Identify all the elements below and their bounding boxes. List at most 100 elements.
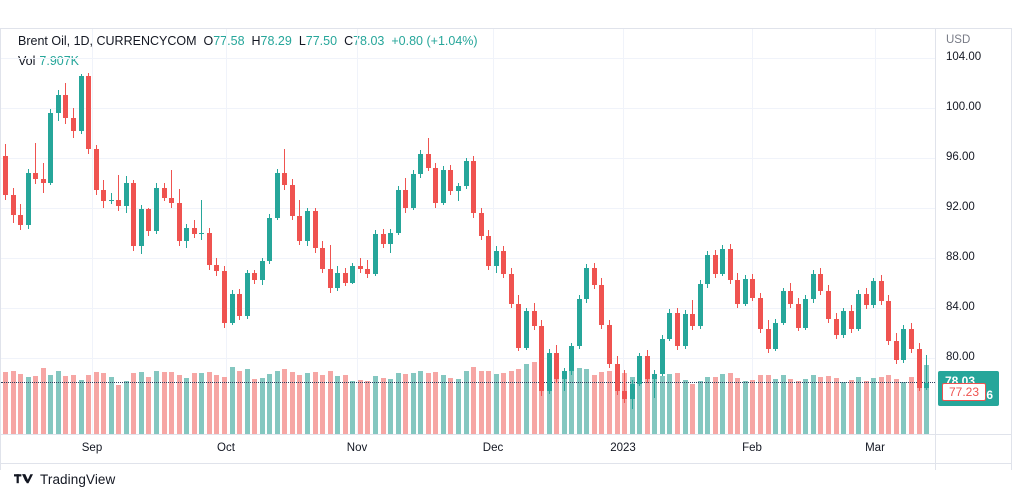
time-scale[interactable]: Sep Oct Nov Dec 2023 Feb Mar bbox=[0, 435, 935, 463]
candle-body bbox=[901, 328, 907, 360]
candle-body bbox=[440, 170, 446, 203]
candle-body bbox=[116, 200, 122, 207]
volume-bar bbox=[169, 371, 175, 434]
volume-bar bbox=[274, 370, 280, 434]
volume-bar bbox=[282, 368, 288, 434]
volume-bar bbox=[825, 375, 831, 434]
volume-bar bbox=[63, 375, 69, 434]
volume-bar bbox=[471, 366, 477, 434]
candle-body bbox=[720, 248, 726, 274]
candle-body bbox=[237, 293, 243, 317]
candle-body bbox=[584, 267, 590, 299]
volume-bar bbox=[909, 377, 914, 434]
gridline-vertical bbox=[357, 29, 358, 434]
candle-body bbox=[871, 281, 877, 305]
volume-bar bbox=[131, 372, 137, 434]
candle-body bbox=[274, 172, 280, 218]
volume-bar bbox=[403, 373, 409, 434]
candle-body bbox=[758, 297, 763, 329]
volume-bar bbox=[848, 379, 854, 434]
volume-bar bbox=[18, 373, 24, 434]
candle-body bbox=[508, 273, 514, 304]
volume-bar bbox=[742, 381, 748, 434]
volume-bar bbox=[690, 384, 696, 434]
candle-body bbox=[252, 272, 258, 280]
legend-high-value: 78.29 bbox=[260, 34, 292, 48]
candle-body bbox=[161, 187, 167, 198]
time-axis-separator bbox=[0, 434, 1012, 435]
candle-body bbox=[93, 148, 99, 190]
candle-body bbox=[690, 313, 696, 327]
legend-close-value: 78.03 bbox=[353, 34, 385, 48]
candle-wick bbox=[118, 175, 120, 212]
volume-bar bbox=[871, 377, 877, 434]
volume-bar bbox=[554, 369, 560, 434]
legend-volume-row[interactable]: Vol 7.907K bbox=[18, 52, 478, 71]
volume-bar bbox=[350, 380, 356, 434]
volume-bar bbox=[191, 373, 197, 434]
gridline-horizontal bbox=[1, 58, 935, 59]
volume-bar bbox=[576, 367, 582, 434]
price-plot-area[interactable] bbox=[1, 29, 935, 434]
legend-symbol-row[interactable]: Brent Oil, 1D, CURRENCYCOM O77.58 H78.29 L7… bbox=[18, 32, 478, 51]
candle-body bbox=[629, 383, 635, 399]
candle-body bbox=[33, 172, 39, 179]
volume-bar bbox=[773, 378, 779, 434]
candle-body bbox=[410, 173, 416, 208]
volume-bar bbox=[569, 370, 575, 434]
volume-bar bbox=[546, 372, 552, 434]
candle-body bbox=[924, 382, 930, 388]
candle-body bbox=[554, 352, 560, 379]
time-axis-tick: Mar bbox=[865, 442, 885, 454]
candle-body bbox=[448, 170, 454, 192]
candle-body bbox=[169, 197, 175, 203]
volume-bar bbox=[486, 370, 492, 434]
volume-bar bbox=[448, 377, 454, 434]
candle-body bbox=[259, 261, 265, 280]
gridline-horizontal bbox=[1, 308, 935, 309]
volume-bar bbox=[697, 381, 703, 434]
volume-bar bbox=[833, 377, 839, 434]
legend-low-value: 77.50 bbox=[305, 34, 338, 48]
candle-body bbox=[501, 251, 507, 274]
candle-body bbox=[795, 303, 801, 328]
volume-bar bbox=[55, 371, 61, 434]
candle-body bbox=[478, 212, 484, 237]
volume-bar bbox=[10, 370, 16, 434]
price-scale[interactable]: USD 104.00 100.00 96.00 92.00 88.00 84.00 80.0… bbox=[936, 29, 1011, 434]
gridline-vertical bbox=[752, 29, 753, 434]
candle-body bbox=[561, 371, 567, 379]
candle-body bbox=[244, 272, 250, 317]
gridline-horizontal bbox=[1, 208, 935, 209]
candle-body bbox=[425, 153, 431, 168]
volume-bar bbox=[372, 375, 378, 434]
candle-body bbox=[433, 167, 439, 203]
candle-wick bbox=[110, 192, 112, 204]
candle-body bbox=[40, 178, 46, 183]
time-axis-tick: Sep bbox=[81, 442, 103, 454]
volume-bar bbox=[259, 377, 265, 434]
candle-body bbox=[55, 95, 61, 113]
volume-bar bbox=[206, 371, 212, 434]
candle-body bbox=[833, 318, 839, 335]
gridline-vertical bbox=[875, 29, 876, 434]
volume-bar bbox=[810, 374, 816, 434]
volume-bar bbox=[478, 371, 484, 434]
candle-body bbox=[206, 232, 212, 265]
legend-open-value: 77.58 bbox=[213, 34, 245, 48]
candle-body bbox=[191, 227, 197, 234]
candle-wick bbox=[201, 200, 203, 240]
candle-body bbox=[25, 172, 31, 225]
volume-bar bbox=[40, 367, 46, 434]
volume-bar bbox=[48, 374, 54, 434]
volume-bar bbox=[138, 371, 144, 434]
volume-bar bbox=[652, 377, 658, 434]
candle-body bbox=[607, 325, 612, 364]
tradingview-logo[interactable]: TradingView bbox=[14, 472, 115, 487]
gridline-horizontal bbox=[1, 158, 935, 159]
gridline-vertical bbox=[623, 29, 624, 434]
candle-body bbox=[682, 313, 688, 347]
volume-bar bbox=[599, 371, 605, 434]
previous-close-badge[interactable]: 77.23 bbox=[942, 383, 987, 402]
